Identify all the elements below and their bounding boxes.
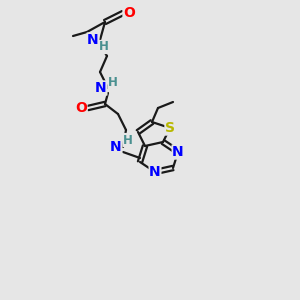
Text: N: N — [149, 165, 161, 179]
Text: O: O — [75, 101, 87, 115]
Text: N: N — [87, 33, 99, 47]
Text: H: H — [99, 40, 109, 53]
Text: N: N — [172, 145, 184, 159]
Text: N: N — [110, 140, 122, 154]
Text: N: N — [95, 81, 107, 95]
Text: O: O — [123, 6, 135, 20]
Text: S: S — [165, 121, 175, 135]
Text: H: H — [123, 134, 133, 146]
Text: H: H — [108, 76, 118, 88]
